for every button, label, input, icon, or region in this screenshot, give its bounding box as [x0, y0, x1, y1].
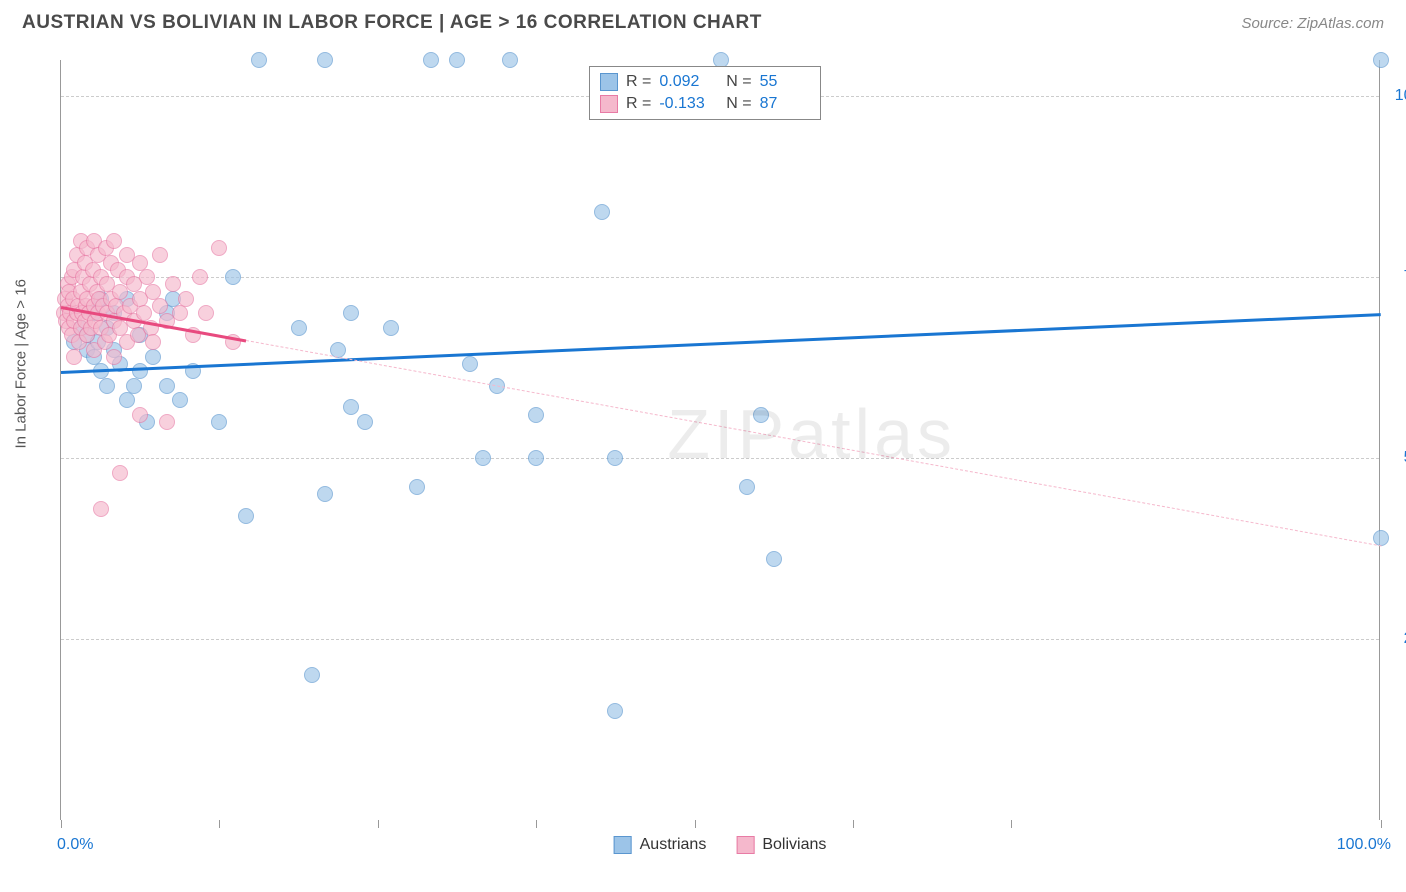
y-tick-label: 75.0%	[1389, 268, 1406, 286]
data-point	[462, 356, 478, 372]
data-point	[172, 392, 188, 408]
y-axis-title: In Labor Force | Age > 16	[13, 279, 30, 448]
x-tick	[219, 820, 220, 828]
x-axis-max-label: 100.0%	[1337, 836, 1391, 854]
data-point	[291, 320, 307, 336]
data-point	[66, 349, 82, 365]
data-point	[753, 407, 769, 423]
legend-swatch	[736, 836, 754, 854]
data-point	[409, 479, 425, 495]
legend-swatch	[614, 836, 632, 854]
legend-item: Austrians	[614, 836, 707, 854]
data-point	[211, 414, 227, 430]
header-bar: AUSTRIAN VS BOLIVIAN IN LABOR FORCE | AG…	[0, 0, 1406, 42]
chart-title: AUSTRIAN VS BOLIVIAN IN LABOR FORCE | AG…	[22, 12, 762, 34]
chart-container: 25.0%50.0%75.0%100.0% In Labor Force | A…	[60, 60, 1380, 820]
data-point	[178, 291, 194, 307]
data-point	[225, 269, 241, 285]
gridline	[61, 458, 1379, 459]
data-point	[211, 240, 227, 256]
data-point	[159, 414, 175, 430]
stats-row: R = -0.133 N = 87	[600, 93, 810, 115]
data-point	[528, 450, 544, 466]
data-point	[126, 378, 142, 394]
data-point	[112, 465, 128, 481]
data-point	[607, 703, 623, 719]
stat-r-value: -0.133	[659, 95, 709, 113]
stat-n-label: N =	[717, 95, 751, 113]
data-point	[343, 399, 359, 415]
x-tick	[61, 820, 62, 828]
data-point	[594, 204, 610, 220]
data-point	[238, 508, 254, 524]
data-point	[145, 349, 161, 365]
data-point	[502, 52, 518, 68]
plot-area: 25.0%50.0%75.0%100.0%	[61, 60, 1379, 820]
data-point	[383, 320, 399, 336]
trend-line	[246, 340, 1381, 546]
data-point	[304, 667, 320, 683]
data-point	[739, 479, 755, 495]
data-point	[165, 276, 181, 292]
x-tick	[1381, 820, 1382, 828]
stat-r-label: R =	[626, 73, 651, 91]
x-tick	[1011, 820, 1012, 828]
y-tick-label: 50.0%	[1389, 449, 1406, 467]
data-point	[251, 52, 267, 68]
data-point	[317, 486, 333, 502]
data-point	[423, 52, 439, 68]
stat-n-value: 55	[760, 73, 810, 91]
data-point	[93, 501, 109, 517]
data-point	[132, 407, 148, 423]
data-point	[317, 52, 333, 68]
bottom-legend: Austrians Bolivians	[614, 836, 827, 854]
data-point	[198, 305, 214, 321]
legend-swatch	[600, 73, 618, 91]
data-point	[192, 269, 208, 285]
legend-item: Bolivians	[736, 836, 826, 854]
legend-label: Austrians	[640, 836, 707, 854]
data-point	[159, 378, 175, 394]
data-point	[106, 349, 122, 365]
data-point	[475, 450, 491, 466]
gridline	[61, 277, 1379, 278]
data-point	[449, 52, 465, 68]
data-point	[1373, 530, 1389, 546]
data-point	[99, 378, 115, 394]
x-axis-min-label: 0.0%	[57, 836, 93, 854]
data-point	[172, 305, 188, 321]
data-point	[145, 334, 161, 350]
stat-n-value: 87	[760, 95, 810, 113]
x-tick	[378, 820, 379, 828]
data-point	[343, 305, 359, 321]
x-tick	[536, 820, 537, 828]
legend-label: Bolivians	[762, 836, 826, 854]
data-point	[357, 414, 373, 430]
data-point	[106, 233, 122, 249]
stats-row: R = 0.092 N = 55	[600, 71, 810, 93]
y-tick-label: 25.0%	[1389, 630, 1406, 648]
data-point	[152, 247, 168, 263]
legend-swatch	[600, 95, 618, 113]
stat-r-label: R =	[626, 95, 651, 113]
gridline	[61, 639, 1379, 640]
data-point	[607, 450, 623, 466]
source-label: Source: ZipAtlas.com	[1241, 15, 1384, 32]
data-point	[119, 392, 135, 408]
stat-r-value: 0.092	[659, 73, 709, 91]
stat-n-label: N =	[717, 73, 751, 91]
data-point	[766, 551, 782, 567]
x-tick	[695, 820, 696, 828]
trend-line	[61, 313, 1381, 374]
data-point	[528, 407, 544, 423]
y-tick-label: 100.0%	[1389, 87, 1406, 105]
data-point	[1373, 52, 1389, 68]
x-tick	[853, 820, 854, 828]
data-point	[132, 363, 148, 379]
stats-box: R = 0.092 N = 55R = -0.133 N = 87	[589, 66, 821, 120]
